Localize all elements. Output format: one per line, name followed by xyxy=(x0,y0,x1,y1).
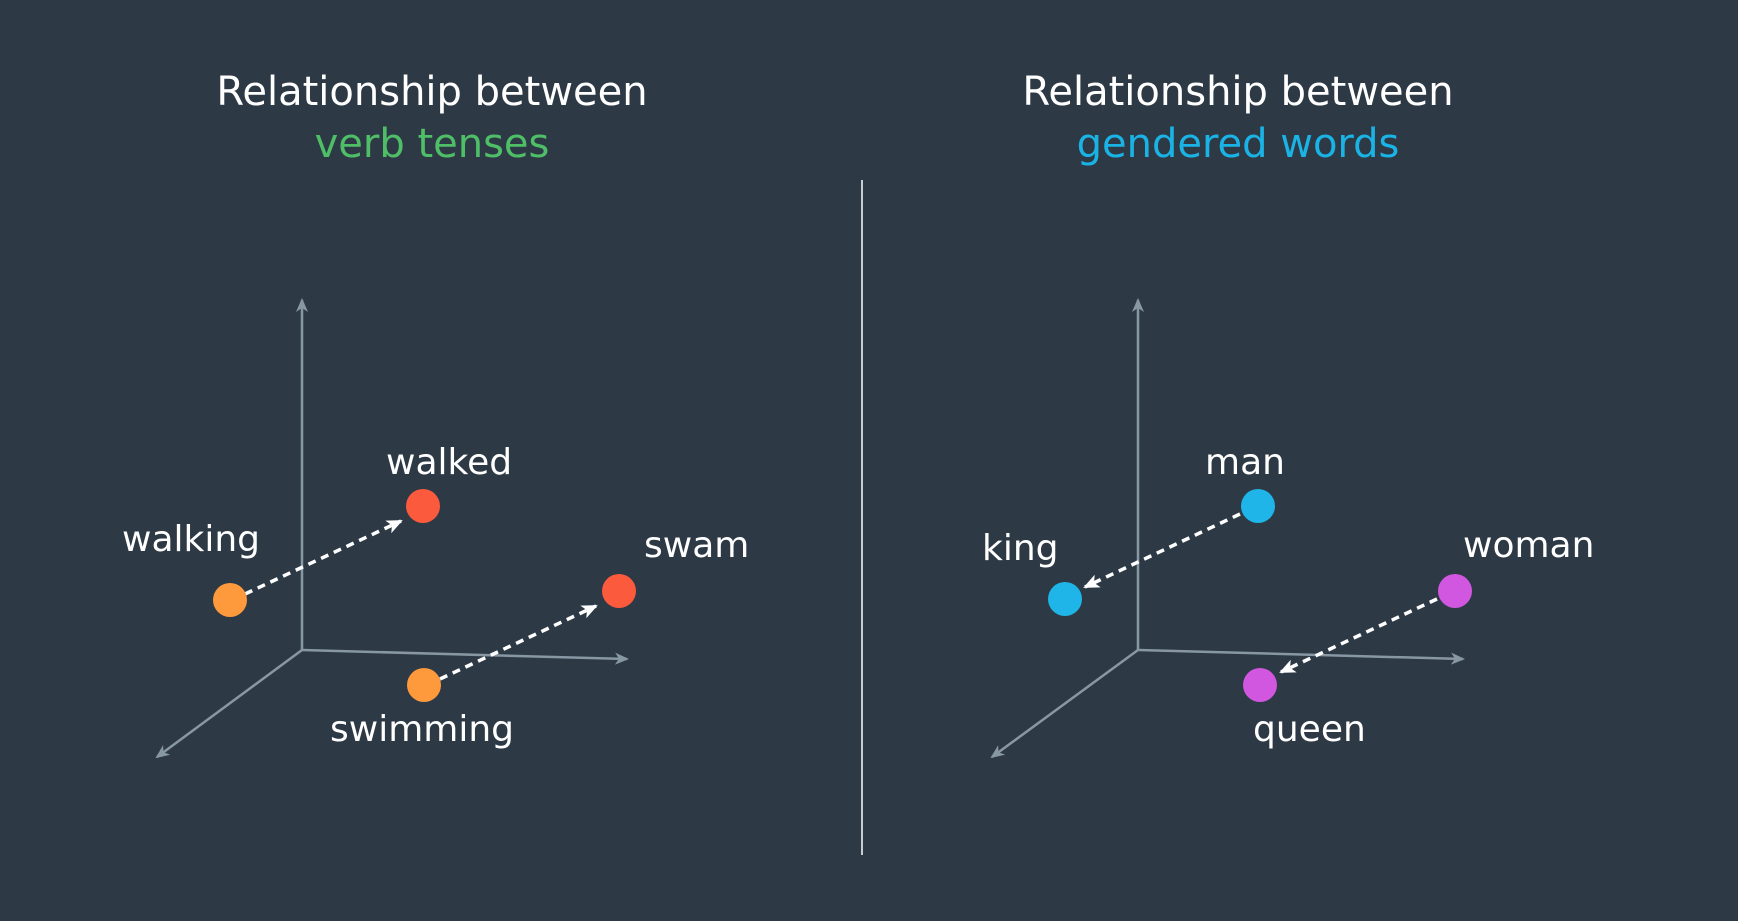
woman-to-queen-arrow xyxy=(1279,597,1438,674)
right-axes xyxy=(990,298,1465,759)
queen-point xyxy=(1243,668,1277,702)
queen-label: queen xyxy=(1253,709,1366,750)
man-to-king-arrow xyxy=(1083,512,1241,589)
king-point xyxy=(1048,582,1082,616)
swimming-label: swimming xyxy=(330,709,514,750)
left-title-line2: verb tenses xyxy=(314,121,550,167)
right-title-line2: gendered words xyxy=(1076,121,1400,167)
left-title-line1: Relationship between xyxy=(216,69,648,115)
swimming-point xyxy=(407,668,441,702)
swam-point xyxy=(602,574,636,608)
walked-label: walked xyxy=(386,442,512,483)
man-label: man xyxy=(1205,442,1285,483)
walking-label: walking xyxy=(122,519,260,560)
woman-point xyxy=(1438,574,1472,608)
left-panel-title: Relationship between verb tenses xyxy=(82,66,782,170)
woman-label: woman xyxy=(1463,525,1594,566)
left-x-axis xyxy=(301,648,629,665)
walking-point xyxy=(213,583,247,617)
walked-point xyxy=(406,489,440,523)
king-label: king xyxy=(982,528,1059,569)
left-axes xyxy=(155,298,629,759)
walking-to-walked-arrow xyxy=(244,519,403,596)
left-z-axis xyxy=(155,648,303,759)
right-z-axis xyxy=(990,648,1139,759)
swam-label: swam xyxy=(644,525,749,566)
right-title-line1: Relationship between xyxy=(1022,69,1454,115)
right-x-axis xyxy=(1137,648,1465,665)
man-point xyxy=(1241,489,1275,523)
swimming-to-swam-arrow xyxy=(439,604,598,681)
right-panel-title: Relationship between gendered words xyxy=(888,66,1588,170)
